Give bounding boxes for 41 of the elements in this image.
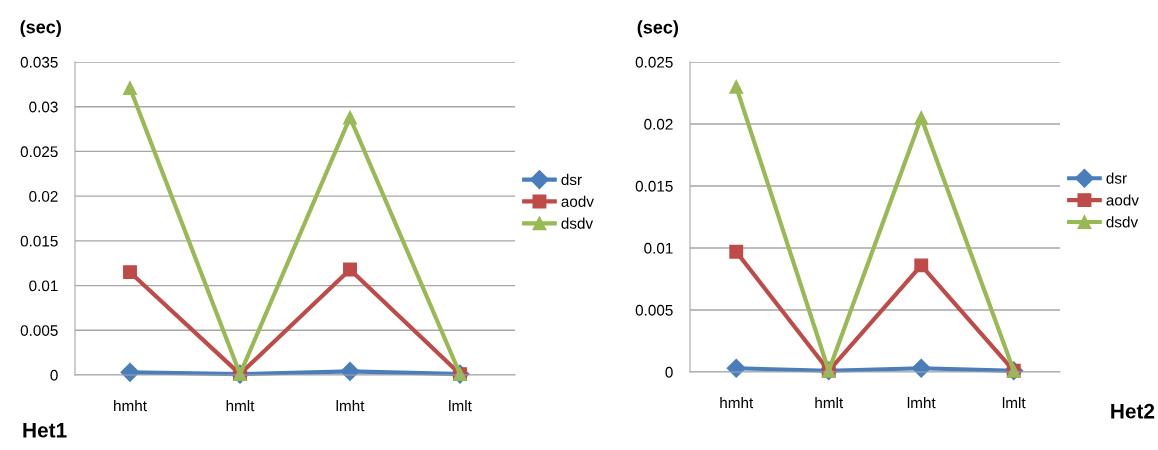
point	[123, 265, 137, 280]
y-tick-label: 0.015	[20, 235, 58, 247]
point	[343, 262, 357, 277]
x-tick-label: lmht	[907, 397, 936, 409]
y-tick-label: 0.025	[635, 56, 673, 68]
legend-label: dsr	[1106, 172, 1127, 184]
y-axis-title: (sec)	[637, 20, 679, 38]
y-tick-label: 0.01	[644, 242, 673, 254]
legend-label: dsdv	[1106, 216, 1139, 228]
y-tick-label: 0	[50, 369, 58, 381]
x-tick-label: hmlt	[226, 400, 255, 412]
y-tick-label: 0.015	[635, 180, 673, 192]
y-tick-label: 0	[665, 366, 673, 378]
y-tick-label: 0.02	[644, 118, 673, 130]
y-tick-label: 0.03	[29, 101, 58, 113]
text: Het2	[1111, 403, 1155, 419]
y-tick-label: 0.01	[29, 280, 58, 292]
y-tick-label: 0.025	[20, 146, 58, 158]
point	[914, 258, 929, 273]
point	[729, 244, 744, 259]
y-tick-label: 0.005	[20, 325, 58, 336]
x-tick-label: hmht	[114, 400, 147, 412]
text: Het1	[23, 423, 67, 438]
x-tick-label: lmht	[336, 400, 365, 412]
x-tick-label: lmlt	[449, 400, 472, 412]
point	[729, 79, 744, 94]
point	[340, 361, 360, 381]
legend-label: dsr	[561, 173, 582, 186]
y-tick-label: 0.02	[29, 191, 58, 202]
y-axis-title: (sec)	[20, 20, 61, 37]
legend-label: aodv	[1106, 194, 1139, 206]
y-tick-label: 0.035	[20, 56, 58, 68]
legend-label: dsdv	[561, 217, 594, 229]
point	[123, 80, 137, 95]
y-tick-label: 0.005	[635, 304, 673, 316]
x-tick-label: lmlt	[1002, 397, 1026, 409]
x-tick-label: hmlt	[815, 397, 844, 409]
point	[343, 110, 357, 125]
point	[914, 110, 929, 125]
legend-label: aodv	[561, 195, 594, 207]
x-tick-label: hmht	[720, 397, 754, 409]
